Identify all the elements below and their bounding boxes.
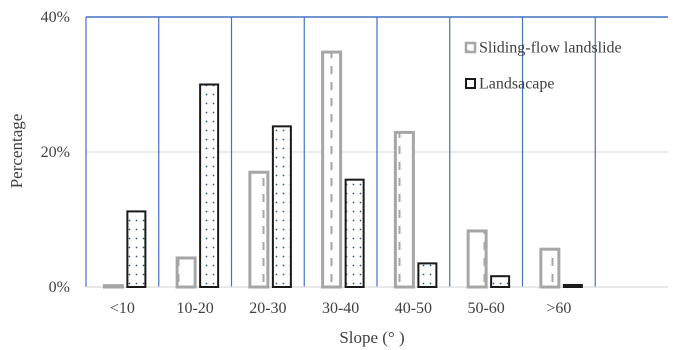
legend-item-sliding-flow: Sliding-flow landslide xyxy=(464,40,622,57)
bar-landscape xyxy=(344,178,365,288)
legend-label-landscape: Landsacape xyxy=(479,76,555,93)
y-tick-labels: 0% 20% 40% xyxy=(41,9,70,296)
legend-swatch-landscape xyxy=(465,78,476,89)
y-tick-label: 40% xyxy=(41,9,70,26)
bar-sliding-flow xyxy=(393,130,415,289)
bar-landscape xyxy=(126,210,147,288)
y-axis-label: Percentage xyxy=(7,114,26,189)
legend-swatch-sliding-flow xyxy=(464,41,477,54)
y-tick-label: 0% xyxy=(49,279,70,296)
bar-sliding-flow xyxy=(466,229,488,289)
x-tick-label: 20-30 xyxy=(249,300,286,317)
bar-landscape xyxy=(271,125,292,288)
x-tick-labels: <10 10-20 20-30 30-40 40-50 50-60 >60 xyxy=(110,300,572,317)
bar-sliding-flow xyxy=(248,170,270,289)
x-tick-label: 30-40 xyxy=(322,300,359,317)
bars xyxy=(102,50,583,289)
bar-landscape xyxy=(562,283,583,289)
legend-label-sliding-flow: Sliding-flow landslide xyxy=(479,40,622,57)
legend-item-landscape: Landsacape xyxy=(465,76,555,93)
x-tick-label: 40-50 xyxy=(395,300,432,317)
x-tick-label: >60 xyxy=(546,300,571,317)
bar-landscape xyxy=(417,262,438,288)
x-tick-label: <10 xyxy=(110,300,135,317)
x-axis-label: Slope (° ) xyxy=(339,328,404,347)
bar-sliding-flow xyxy=(102,284,124,289)
x-tick-label: 10-20 xyxy=(176,300,213,317)
x-tick-label: 50-60 xyxy=(467,300,504,317)
bar-landscape xyxy=(199,83,220,288)
y-tick-label: 20% xyxy=(41,144,70,161)
legend: Sliding-flow landslide Landsacape xyxy=(464,40,622,93)
bar-sliding-flow xyxy=(539,247,561,289)
bar-sliding-flow xyxy=(321,50,343,289)
bar-landscape xyxy=(490,275,511,289)
bar-sliding-flow xyxy=(175,256,197,289)
